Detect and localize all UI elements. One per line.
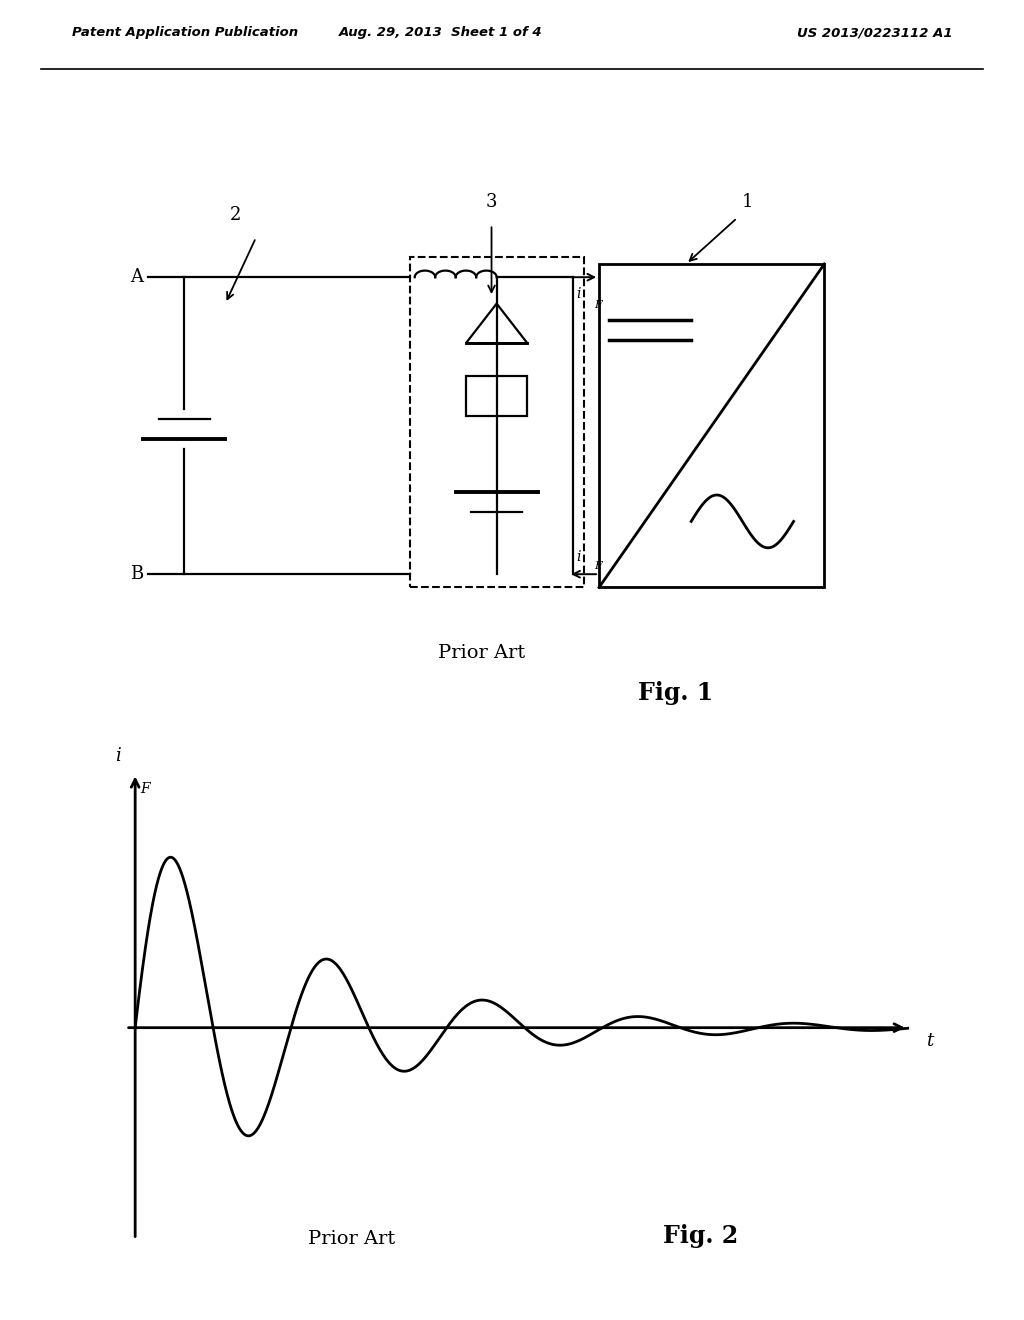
Text: t: t xyxy=(927,1032,934,1049)
Text: 2: 2 xyxy=(229,206,242,224)
Text: F: F xyxy=(594,561,602,572)
Text: Patent Application Publication: Patent Application Publication xyxy=(72,26,298,40)
Text: i: i xyxy=(577,286,581,301)
Bar xyxy=(410,257,584,587)
Text: i: i xyxy=(116,747,121,766)
Text: F: F xyxy=(594,300,602,310)
Bar xyxy=(599,264,824,587)
Bar xyxy=(466,376,527,416)
Text: i: i xyxy=(577,550,581,565)
Text: F: F xyxy=(140,781,150,796)
Text: 3: 3 xyxy=(485,193,498,211)
Text: Prior Art: Prior Art xyxy=(437,644,525,663)
Text: Fig. 1: Fig. 1 xyxy=(638,681,714,705)
Text: US 2013/0223112 A1: US 2013/0223112 A1 xyxy=(797,26,952,40)
Text: Fig. 2: Fig. 2 xyxy=(663,1224,738,1247)
Text: 1: 1 xyxy=(741,193,754,211)
Text: Aug. 29, 2013  Sheet 1 of 4: Aug. 29, 2013 Sheet 1 of 4 xyxy=(339,26,542,40)
Text: Prior Art: Prior Art xyxy=(308,1230,395,1247)
Text: A: A xyxy=(130,268,143,286)
Polygon shape xyxy=(466,304,527,343)
Text: B: B xyxy=(130,565,143,583)
